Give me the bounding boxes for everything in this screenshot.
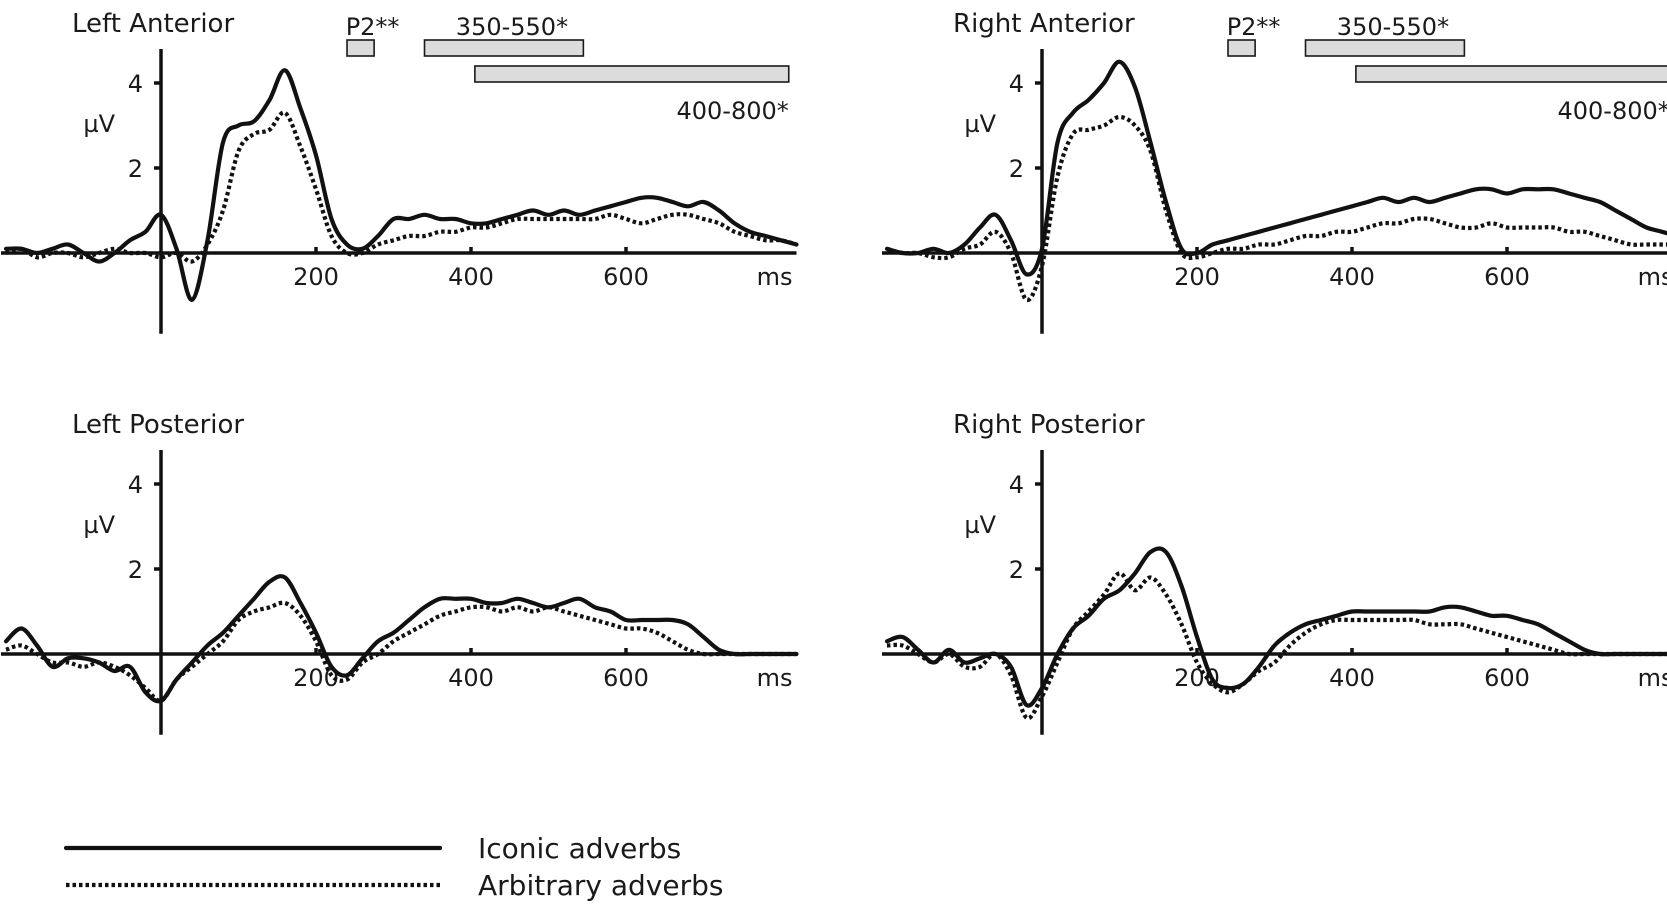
time-window-label: 350-550*	[456, 13, 568, 41]
x-tick-label: 400	[448, 263, 494, 291]
y-tick-label: 4	[128, 70, 143, 98]
x-tick-label: 600	[1484, 664, 1530, 692]
x-tick-label: 400	[448, 664, 494, 692]
panel-title: Right Anterior	[953, 9, 1135, 39]
x-tick-label: 200	[1174, 263, 1220, 291]
arbitrary-adverbs-line	[5, 600, 797, 703]
time-window-bar	[423, 39, 585, 57]
x-tick-label: 600	[1484, 263, 1530, 291]
panel-title: Left Anterior	[72, 9, 234, 39]
time-window-bar	[1304, 39, 1466, 57]
legend: Iconic adverbs Arbitrary adverbs	[63, 832, 723, 902]
y-tick-label: 2	[128, 155, 143, 183]
y-unit-label: µV	[964, 110, 996, 138]
y-tick-label: 4	[1009, 70, 1024, 98]
panel-title: Right Posterior	[953, 410, 1145, 440]
y-tick-label: 2	[1009, 556, 1024, 584]
x-tick-label: 200	[293, 263, 339, 291]
iconic-adverbs-line	[884, 59, 1667, 277]
x-unit-label: ms	[1638, 263, 1667, 291]
y-tick-label: 4	[1009, 471, 1024, 499]
x-tick-label: 400	[1329, 263, 1375, 291]
time-window-bar	[474, 65, 790, 83]
panel-title: Left Posterior	[72, 410, 244, 440]
time-window-bar	[1227, 39, 1256, 57]
iconic-adverbs-line	[3, 574, 799, 704]
iconic-adverbs-line	[884, 546, 1667, 708]
y-tick-label: 2	[1009, 155, 1024, 183]
x-tick-label: 400	[1329, 664, 1375, 692]
y-tick-label: 4	[128, 471, 143, 499]
time-window-label: 350-550*	[1337, 13, 1449, 41]
x-unit-label: ms	[757, 263, 793, 291]
iconic-adverbs-line	[3, 68, 799, 302]
arbitrary-adverbs-line	[5, 110, 798, 264]
legend-label-iconic: Iconic adverbs	[478, 832, 681, 865]
x-tick-label: 600	[603, 664, 649, 692]
time-window-bar	[1355, 65, 1667, 83]
x-unit-label: ms	[1638, 664, 1667, 692]
x-unit-label: ms	[757, 664, 793, 692]
y-unit-label: µV	[964, 511, 996, 539]
y-unit-label: µV	[83, 110, 115, 138]
y-tick-label: 2	[128, 556, 143, 584]
arbitrary-adverbs-line	[886, 571, 1667, 721]
y-unit-label: µV	[83, 511, 115, 539]
time-window-bar	[346, 39, 375, 57]
time-window-label: 400-800*	[1557, 97, 1667, 125]
time-window-label: P2**	[346, 13, 400, 41]
x-tick-label: 600	[603, 263, 649, 291]
panel-1: Left Anterior 2 4 µV 200 400 600 ms P2** 350-550*…	[1, 9, 799, 334]
arbitrary-adverbs-line	[886, 114, 1667, 302]
panel-2: Right Anterior 2 4 µV 200 400 600 ms P2** 350-550…	[882, 9, 1667, 334]
time-window-label: 400-800*	[676, 97, 788, 125]
time-window-label: P2**	[1227, 13, 1281, 41]
legend-label-arbitrary: Arbitrary adverbs	[478, 869, 723, 902]
